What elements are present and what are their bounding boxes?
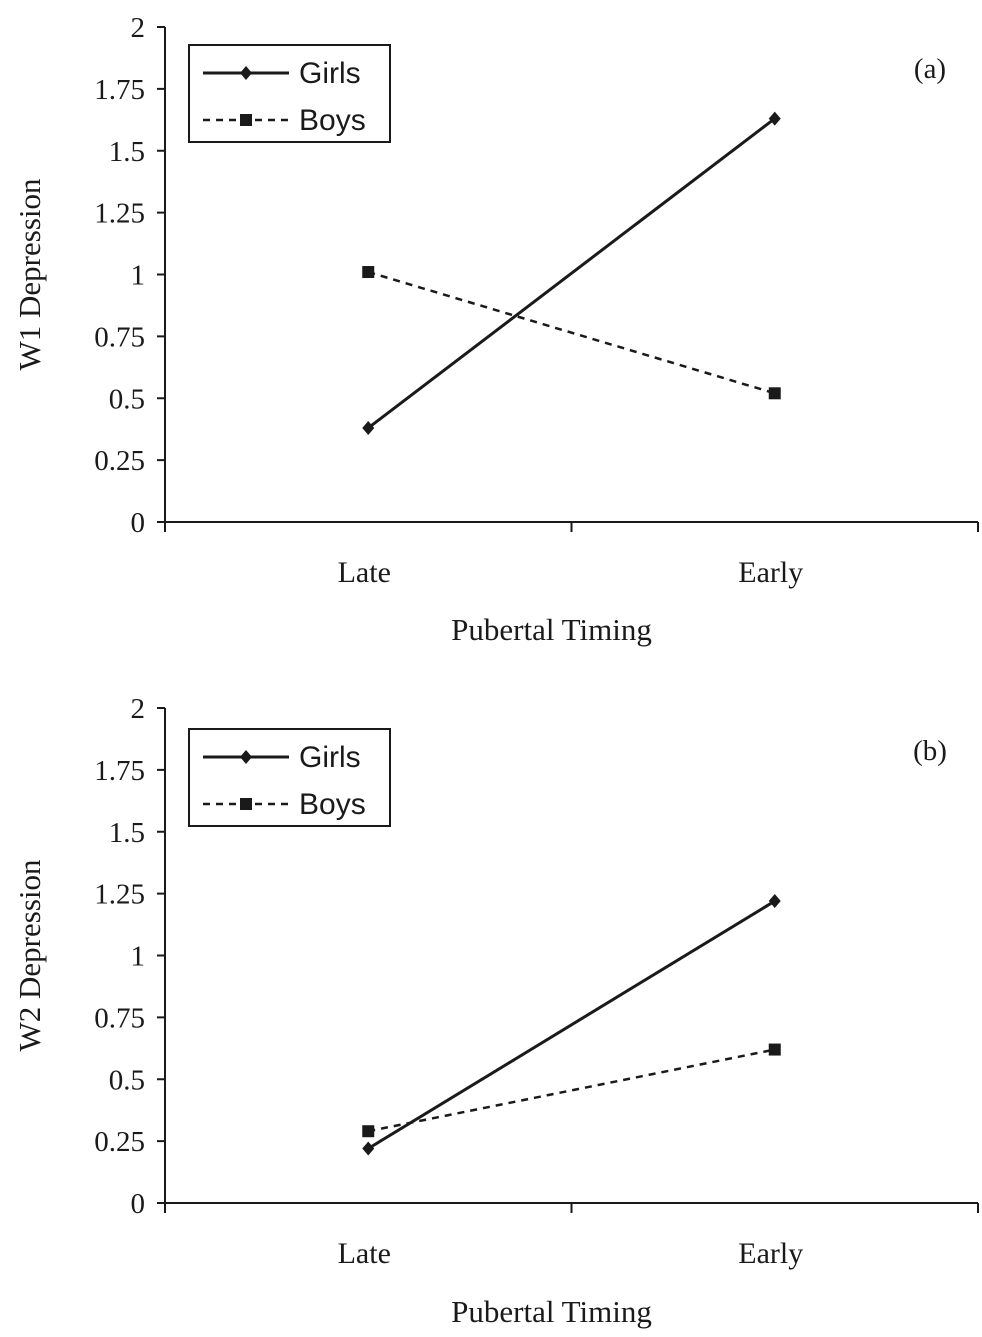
legend-marker-boys — [240, 114, 252, 126]
y-tick-label: 1 — [131, 260, 146, 292]
chart-panel-b: 0 0.25 0.5 0.75 1 1.25 1.5 1.75 2 Late Early Pubert… — [12, 693, 979, 1329]
y-axis-label: W1 Depression — [12, 178, 47, 370]
series-line-boys — [368, 1048, 775, 1133]
data-point-girls — [768, 894, 781, 909]
y-tick-label: 1 — [131, 941, 146, 973]
legend-label-boys: Boys — [299, 104, 366, 137]
series-line-boys — [367, 270, 776, 395]
y-tick-label: 0.75 — [94, 1002, 145, 1034]
y-tick-label: 0.5 — [109, 1064, 145, 1096]
series-boys — [362, 1043, 781, 1138]
data-point-girls — [362, 420, 375, 435]
y-tick-label: 0 — [131, 1188, 146, 1220]
x-tick-label: Late — [338, 1237, 391, 1270]
y-tick-label: 0 — [131, 507, 146, 539]
x-tick-label: Late — [338, 556, 391, 589]
panel-label: (b) — [913, 735, 947, 767]
series-girls — [362, 111, 781, 435]
y-tick-label: 1.5 — [109, 817, 145, 849]
x-axis-label: Pubertal Timing — [451, 1294, 652, 1329]
series-line-girls — [367, 117, 776, 430]
legend-box — [188, 44, 391, 143]
y-tick-label: 1.25 — [94, 879, 145, 911]
data-point-boys — [768, 1043, 781, 1056]
y-tick-label: 2 — [131, 12, 146, 44]
legend-label-boys: Boys — [299, 788, 366, 821]
data-point-boys — [362, 266, 375, 279]
legend: Girls Boys — [188, 728, 391, 827]
y-tick-label: 1.25 — [94, 198, 145, 230]
x-tick-label: Early — [738, 1237, 803, 1270]
y-tick-label: 0.5 — [109, 383, 145, 415]
legend-marker-girls — [240, 750, 252, 764]
data-point-boys — [362, 1125, 375, 1138]
series-line-girls — [367, 899, 776, 1150]
x-tick-label: Early — [738, 556, 803, 589]
y-tick-label: 2 — [131, 693, 146, 725]
legend-marker-boys — [240, 798, 252, 810]
y-tick-label: 0.25 — [94, 1126, 145, 1158]
y-tick-label: 1.75 — [94, 74, 145, 106]
legend: Girls Boys — [188, 44, 391, 143]
x-axis-label: Pubertal Timing — [451, 612, 652, 647]
y-axis-label: W2 Depression — [12, 859, 47, 1051]
panel-label: (a) — [914, 53, 946, 85]
legend-label-girls: Girls — [299, 57, 361, 90]
chart-panel-a: 0 0.25 0.5 0.75 1 1.25 1.5 1.75 2 Late Early Pubert… — [12, 12, 979, 647]
data-point-girls — [362, 1141, 375, 1156]
data-point-girls — [768, 111, 781, 126]
y-tick-label: 0.75 — [94, 321, 145, 353]
y-tick-label: 1.5 — [109, 136, 145, 168]
series-girls — [362, 894, 781, 1156]
legend-marker-girls — [240, 66, 252, 80]
y-tick-label: 1.75 — [94, 755, 145, 787]
legend-label-girls: Girls — [299, 741, 361, 774]
legend-box — [188, 728, 391, 827]
data-point-boys — [768, 387, 781, 400]
series-boys — [362, 266, 781, 400]
y-tick-label: 0.25 — [94, 445, 145, 477]
